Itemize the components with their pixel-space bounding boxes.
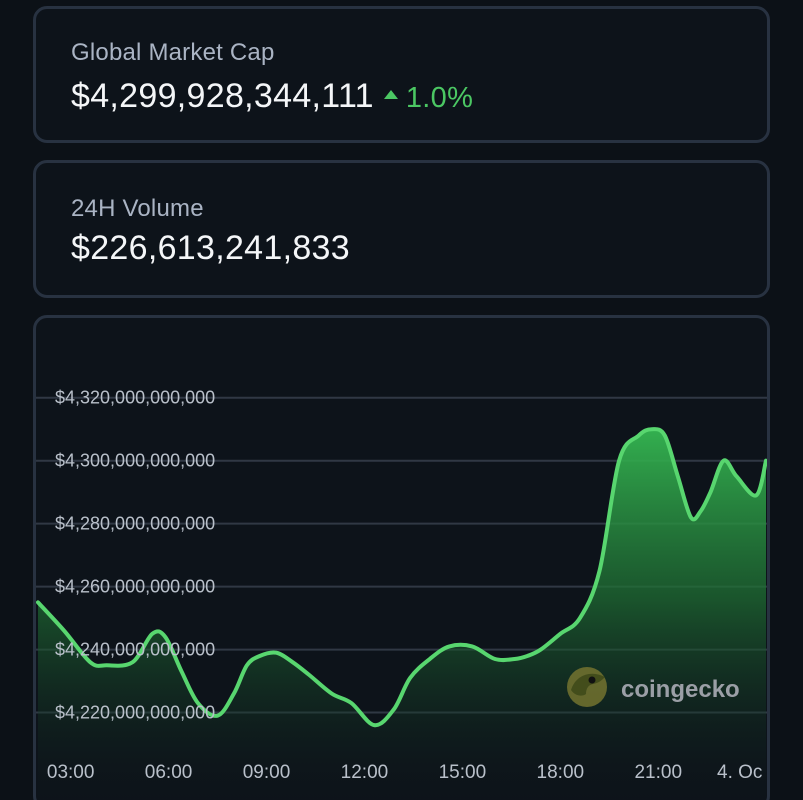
coingecko-watermark: coingecko: [567, 667, 740, 707]
y-tick-label: $4,300,000,000,000: [55, 451, 215, 471]
y-tick-label: $4,320,000,000,000: [55, 388, 215, 408]
volume-card: 24H Volume $226,613,241,833: [33, 160, 770, 298]
market-cap-area: [38, 429, 766, 800]
y-tick-label: $4,260,000,000,000: [55, 577, 215, 597]
x-tick-label: 4. Oc: [717, 762, 762, 783]
volume-label: 24H Volume: [71, 195, 204, 222]
market-cap-change-value: 1.0%: [405, 82, 474, 114]
chart-line-layer: [36, 427, 768, 728]
market-cap-chart-card: $4,220,000,000,000 $4,240,000,000,000 $4,2…: [33, 315, 770, 800]
x-tick-label: 21:00: [634, 762, 682, 783]
volume-value-row: $226,613,241,833: [71, 229, 350, 268]
market-cap-change: 1.0%: [383, 82, 474, 115]
coingecko-logo-icon: [567, 667, 607, 707]
x-tick-label: 03:00: [47, 762, 95, 783]
market-cap-value: $4,299,928,344,111: [71, 77, 374, 115]
market-cap-label: Global Market Cap: [71, 39, 275, 66]
y-tick-label: $4,220,000,000,000: [55, 703, 215, 723]
y-axis-labels: $4,220,000,000,000 $4,240,000,000,000 $4,2…: [55, 388, 215, 723]
triangle-up-icon: [383, 90, 398, 99]
x-axis-labels: 03:00 06:00 09:00 12:00 15:00 18:00 21:00 4. Oc: [47, 762, 763, 783]
x-tick-label: 18:00: [537, 762, 585, 783]
y-tick-label: $4,280,000,000,000: [55, 514, 215, 534]
x-tick-label: 12:00: [341, 762, 389, 783]
market-cap-card: Global Market Cap $4,299,928,344,111 1.0…: [33, 6, 770, 143]
coingecko-brand-text: coingecko: [621, 676, 740, 703]
y-tick-label: $4,240,000,000,000: [55, 640, 215, 660]
chart-area-layer: [38, 429, 766, 800]
market-cap-chart: $4,220,000,000,000 $4,240,000,000,000 $4,2…: [36, 388, 768, 800]
market-cap-line: [36, 427, 768, 728]
x-tick-label: 06:00: [145, 762, 193, 783]
x-tick-label: 15:00: [439, 762, 487, 783]
market-cap-value-row: $4,299,928,344,111 1.0%: [71, 77, 473, 116]
volume-value: $226,613,241,833: [71, 229, 350, 267]
x-tick-label: 09:00: [243, 762, 291, 783]
